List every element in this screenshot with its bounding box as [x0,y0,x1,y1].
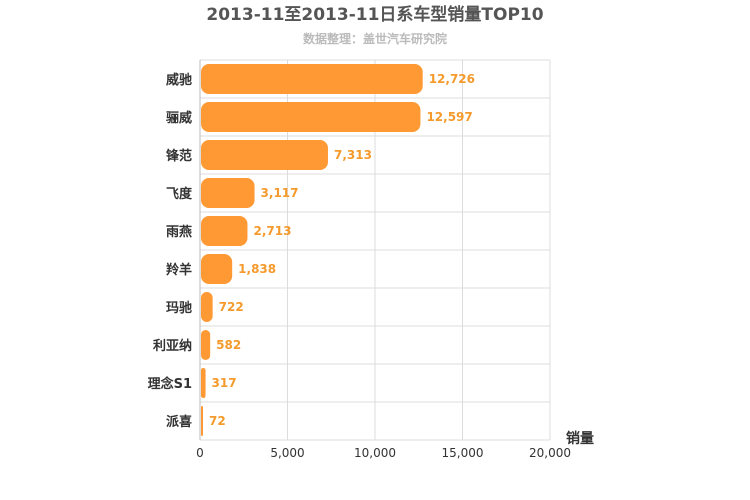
bar [201,406,203,436]
bar [201,140,328,170]
value-label: 2,713 [253,224,291,238]
bar [201,254,233,284]
x-tick-label: 10,000 [354,446,396,460]
grid-lines [199,59,551,441]
value-label: 582 [216,338,241,352]
category-label: 飞度 [166,186,193,202]
bar [201,292,213,322]
value-label: 12,726 [429,72,475,86]
value-label: 12,597 [426,110,472,124]
value-label: 317 [212,376,237,390]
x-tick-label: 20,000 [529,446,571,460]
chart-title: 2013-11至2013-11日系车型销量TOP10 [206,4,543,25]
category-label: 利亚纳 [153,338,192,354]
category-label: 派喜 [166,414,192,430]
bar [201,64,423,94]
category-label: 威驰 [166,72,192,88]
x-tick-label: 5,000 [270,446,304,460]
value-label: 72 [209,414,226,428]
bar [201,178,255,208]
bar [201,330,211,360]
category-label: 羚羊 [166,262,192,278]
bar [201,368,206,398]
labels: 12,726 威驰 12,597 骊威 7,313 锋范 3,117 飞度 2,713 雨燕 1,8… [148,72,571,460]
category-label: 玛驰 [166,301,192,316]
chart-subtitle: 数据整理：盖世汽车研究院 [303,31,447,46]
value-label: 3,117 [261,186,299,200]
x-tick-label: 15,000 [442,446,484,460]
bar [201,216,248,246]
category-label: 锋范 [166,148,192,164]
x-axis-title: 销量 [566,430,594,447]
category-label: 雨燕 [166,224,192,240]
bars [201,64,423,436]
bar [201,102,421,132]
x-tick-label: 0 [196,446,204,460]
category-label: 理念S1 [148,376,192,392]
value-label: 722 [219,300,244,314]
category-label: 骊威 [166,110,192,126]
value-label: 1,838 [238,262,276,276]
value-label: 7,313 [334,148,372,162]
